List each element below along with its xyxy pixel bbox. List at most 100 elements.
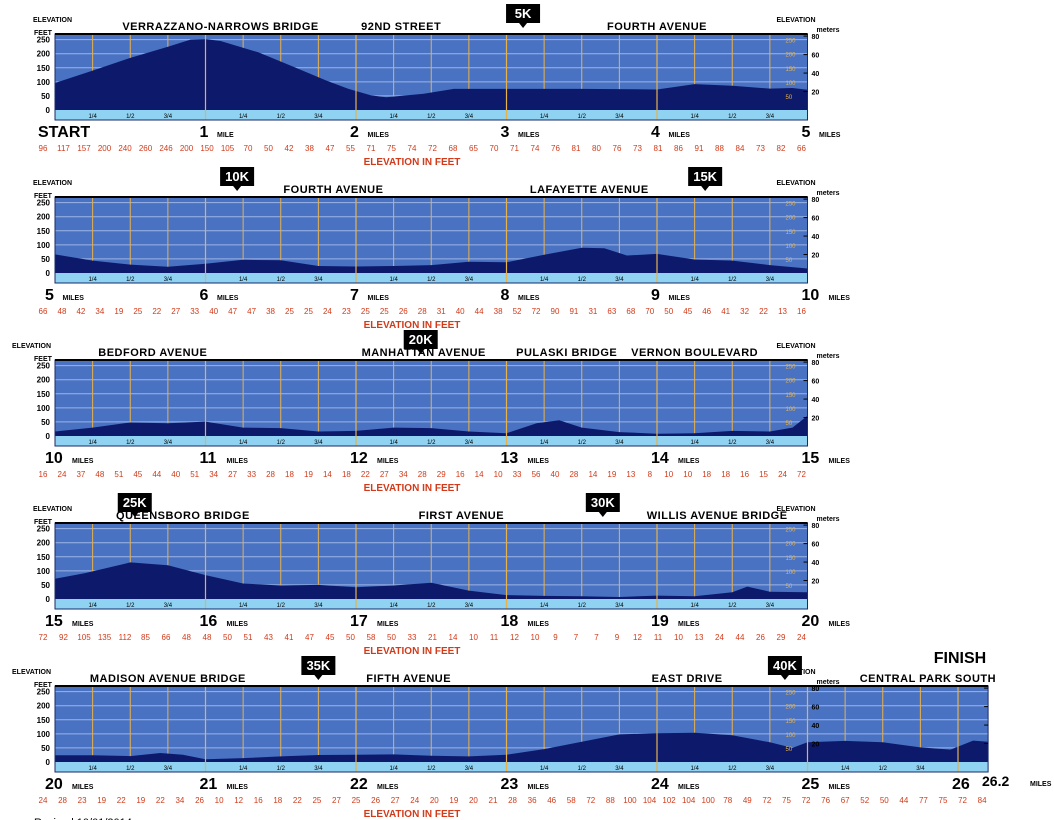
fraction-label: 3/4: [615, 440, 624, 446]
elevation-axis-label-right: ELEVATION: [777, 343, 816, 350]
mile-unit-label: MILES: [518, 132, 540, 139]
elevation-reading: 55: [346, 144, 355, 153]
ft-tick-label: 100: [37, 404, 51, 413]
mile-unit-label: MILES: [678, 784, 700, 791]
meter-tick-label: 80: [812, 197, 820, 204]
elevation-reading: 22: [361, 470, 370, 479]
fraction-label: 3/4: [314, 277, 323, 283]
fraction-label: 1/2: [728, 440, 737, 446]
mile-unit-label: MILES: [227, 458, 249, 465]
elevation-reading: 200: [98, 144, 112, 153]
elevation-reading: 24: [39, 796, 48, 805]
km-marker-25k: [117, 493, 152, 512]
street-label: CENTRAL PARK SOUTH: [860, 673, 996, 685]
km-marker-15k: [688, 167, 723, 186]
elevation-reading: 40: [171, 470, 180, 479]
elevation-reading: 117: [57, 144, 70, 153]
elevation-reading: 135: [98, 633, 112, 642]
elevation-in-feet-caption: ELEVATION IN FEET: [364, 320, 461, 331]
elevation-reading: 22: [293, 796, 302, 805]
mile-unit-label: MILES: [72, 458, 94, 465]
elevation-reading: 88: [606, 796, 615, 805]
elevation-reading: 46: [547, 796, 556, 805]
fraction-label: 1/2: [578, 603, 587, 609]
ft-tick-label: 200: [37, 213, 51, 222]
inner-ft-label: 50: [786, 584, 793, 590]
elevation-reading: 66: [39, 307, 48, 316]
fraction-label: 1/4: [88, 766, 97, 772]
elevation-reading: 24: [323, 307, 332, 316]
elevation-reading: 73: [756, 144, 765, 153]
mile-label: 20: [802, 613, 820, 630]
ft-tick-label: 50: [41, 255, 50, 264]
km-marker-pointer: [314, 675, 323, 680]
fraction-label: 1/4: [540, 277, 549, 283]
mile-label: 22: [350, 776, 368, 793]
street-label: FOURTH AVENUE: [607, 21, 707, 33]
elevation-reading: 28: [418, 470, 427, 479]
elevation-reading: 12: [510, 633, 519, 642]
inner-ft-label: 50: [786, 747, 793, 753]
elevation-reading: 68: [626, 307, 635, 316]
mile-unit-label: MILES: [368, 132, 390, 139]
mile-strip: [55, 436, 808, 446]
elevation-reading: 68: [449, 144, 458, 153]
elevation-reading: 240: [118, 144, 132, 153]
mile-unit-label: MILES: [72, 621, 94, 628]
fraction-label: 3/4: [615, 766, 624, 772]
ft-tick-label: 150: [37, 553, 51, 562]
elevation-reading: 38: [494, 307, 503, 316]
mile-label: 11: [200, 450, 217, 467]
elevation-reading: 47: [228, 307, 237, 316]
elevation-reading: 28: [418, 307, 427, 316]
elevation-reading: 82: [777, 144, 786, 153]
km-marker-35k: [301, 656, 336, 675]
elevation-reading: 51: [114, 470, 123, 479]
inner-ft-label: 150: [786, 67, 797, 73]
fraction-label: 1/4: [690, 603, 699, 609]
elevation-area: [55, 39, 808, 110]
elevation-panel-2: 1/4 1/2 3/4 1/4 1/2 3/4 1/4 1/2 3/4 1/4 1/2 3/4 1/4 1…: [33, 167, 850, 331]
elevation-in-feet-caption: ELEVATION IN FEET: [364, 157, 461, 168]
mile-unit-label: MILES: [377, 458, 399, 465]
fraction-label: 1/4: [540, 114, 549, 120]
inner-ft-label: 250: [786, 691, 797, 697]
elevation-reading: 72: [958, 796, 967, 805]
elevation-reading: 67: [841, 796, 850, 805]
mile-label: 20: [45, 776, 63, 793]
mile-unit-label: MILES: [819, 132, 841, 139]
elevation-reading: 58: [567, 796, 576, 805]
street-label: MANHATTAN AVENUE: [362, 347, 486, 359]
elevation-reading: 51: [244, 633, 253, 642]
elevation-reading: 48: [203, 633, 212, 642]
fraction-label: 1/2: [126, 114, 135, 120]
elevation-reading: 50: [264, 144, 273, 153]
elevation-reading: 7: [574, 633, 579, 642]
elevation-axis-label: ELEVATION: [33, 506, 72, 513]
fraction-label: 1/4: [88, 440, 97, 446]
fraction-label: 1/2: [427, 603, 436, 609]
km-marker-label: 35K: [306, 658, 330, 673]
elevation-axis-label-right: ELEVATION: [777, 506, 816, 513]
fraction-label: 1/2: [728, 114, 737, 120]
ft-tick-label: 200: [37, 50, 51, 59]
ft-tick-label: 50: [41, 581, 50, 590]
elevation-reading: 10: [531, 633, 540, 642]
elevation-reading: 49: [743, 796, 752, 805]
mile-label: 21: [200, 776, 218, 793]
ft-tick-label: 150: [37, 390, 51, 399]
mile-unit-label: MILES: [669, 295, 691, 302]
fraction-label: 1/2: [126, 603, 135, 609]
elevation-reading: 19: [136, 796, 145, 805]
mile-label: 26: [952, 776, 970, 793]
elevation-reading: 18: [273, 796, 282, 805]
elevation-reading: 47: [305, 633, 314, 642]
elevation-reading: 37: [76, 470, 85, 479]
inner-ft-label: 100: [786, 244, 797, 250]
elevation-reading: 10: [674, 633, 683, 642]
mile-label: 19: [651, 613, 669, 630]
street-label: VERRAZZANO-NARROWS BRIDGE: [122, 21, 318, 33]
inner-ft-label: 250: [786, 202, 797, 208]
elevation-reading: 28: [266, 470, 275, 479]
